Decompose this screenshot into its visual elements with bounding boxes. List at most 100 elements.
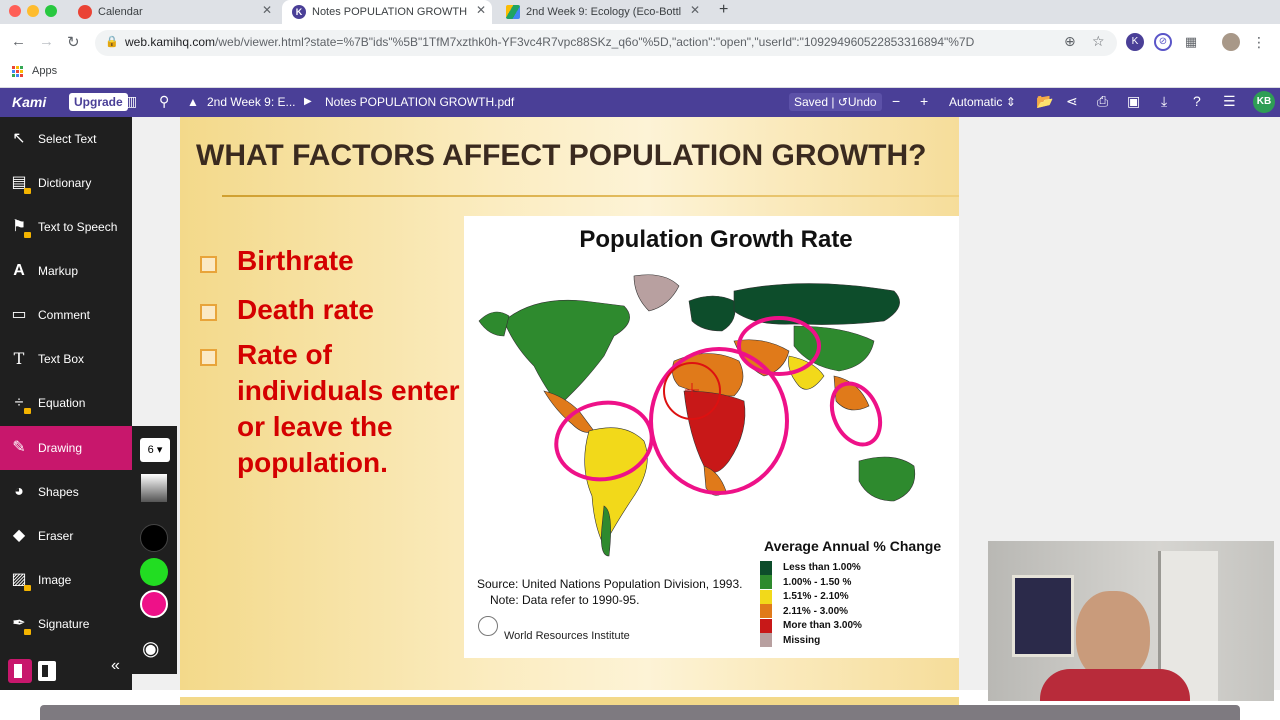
legend-swatch (760, 619, 772, 633)
tab-close-icon[interactable]: ✕ (261, 3, 272, 17)
legend-swatch (760, 561, 772, 575)
image-icon: ▨ (11, 571, 27, 588)
sidebar-item-label: Text Box (38, 352, 85, 366)
drawing-options-panel: 6 ▾ ◉ (132, 426, 177, 674)
legend-label: Missing (783, 635, 821, 646)
calendar-favicon-icon (78, 5, 92, 19)
breadcrumb-folder[interactable]: 2nd Week 9: E... (207, 95, 296, 109)
color-swatch-black[interactable] (140, 524, 168, 552)
zoom-out-icon[interactable]: − (892, 93, 901, 109)
share-icon[interactable]: ⋖ (1066, 93, 1078, 109)
kami-favicon-icon: K (292, 5, 306, 19)
add-bookmark-plus-icon[interactable]: ⊕ (1064, 33, 1076, 49)
apps-grid-icon[interactable] (12, 66, 24, 78)
forward-arrow-icon[interactable]: → (39, 33, 54, 50)
browser-tab-notes[interactable]: K Notes POPULATION GROWTH.p ✕ (282, 0, 492, 24)
bullet-migration-line-3: or leave the (237, 411, 393, 442)
window-minimize-button[interactable] (27, 5, 39, 17)
comment-icon: ▭ (11, 306, 27, 323)
browser-tab-ecology[interactable]: 2nd Week 9: Ecology (Eco-Bottl ✕ (496, 0, 706, 24)
search-icon[interactable]: ⚲ (159, 93, 170, 109)
view-mode-left-icon[interactable] (8, 659, 32, 683)
europe-region (688, 295, 736, 332)
sidebar-item-label: Drawing (38, 441, 83, 455)
sidebar-item-markup[interactable]: A Markup (0, 249, 132, 293)
bookmarks-bar (0, 62, 1280, 88)
reload-icon[interactable]: ↻ (67, 34, 80, 51)
annotation-circle-southeast-asia (829, 381, 883, 447)
new-tab-plus-icon[interactable]: + (719, 1, 729, 18)
menu-icon[interactable]: ☰ (1223, 93, 1236, 109)
browser-tab-calendar[interactable]: Calendar ✕ (68, 0, 278, 24)
textbox-icon: T (13, 349, 25, 368)
extensions-grid-icon[interactable]: ▦ (1184, 34, 1198, 49)
sidebar-item-dictionary[interactable]: ▤ Dictionary (0, 161, 132, 205)
greenland-region (633, 274, 680, 312)
lock-icon (24, 408, 31, 414)
help-icon[interactable]: ? (1193, 93, 1201, 109)
sidebar-item-image[interactable]: ▨ Image (0, 558, 132, 602)
bullet-box-icon (200, 349, 217, 366)
legend-label: Less than 1.00% (783, 562, 861, 573)
russia-region (733, 283, 900, 325)
sidebar-toggle-icon[interactable]: ▥ (124, 93, 138, 109)
palette-icon[interactable]: ◉ (142, 638, 160, 660)
sidebar-item-drawing[interactable]: ✎ Drawing (0, 426, 132, 470)
tab-close-icon[interactable]: ✕ (689, 3, 700, 17)
opacity-gradient-icon[interactable] (141, 474, 167, 502)
zoom-in-icon[interactable]: + (920, 93, 929, 109)
print-icon[interactable]: ⎙ (1097, 93, 1109, 109)
sidebar-item-text-box[interactable]: T Text Box (0, 337, 132, 381)
signature-icon: ✒ (12, 615, 26, 632)
collapse-sidebar-icon[interactable]: « (111, 657, 120, 674)
url-input[interactable]: 🔒 web.kamihq.com/web/viewer.html?state=%… (95, 30, 1117, 56)
sidebar-item-label: Shapes (38, 485, 79, 499)
equation-icon: ÷ (14, 394, 24, 411)
color-swatch-pink[interactable] (140, 590, 168, 618)
chrome-menu-icon[interactable]: ⋮ (1252, 34, 1266, 50)
legend-swatch (760, 633, 772, 647)
kami-extension-icon[interactable]: K (1126, 33, 1144, 51)
save-icon[interactable]: ▣ (1127, 93, 1141, 109)
legend-label: 1.51% - 2.10% (783, 591, 849, 602)
sidebar-item-signature[interactable]: ✒ Signature (0, 602, 132, 646)
sidebar-item-text-to-speech[interactable]: ⚑ Text to Speech (0, 205, 132, 249)
kami-logo: Kami (12, 94, 47, 110)
url-text: web.kamihq.com/web/viewer.html?state=%7B… (125, 35, 975, 49)
webcam-person-shirt (1040, 669, 1190, 701)
webcam-person (1076, 591, 1150, 681)
sidebar-item-shapes[interactable]: ◕ Shapes (0, 470, 132, 514)
tab-title: Calendar (98, 6, 143, 18)
window-zoom-button[interactable] (45, 5, 57, 17)
window-close-button[interactable] (9, 5, 21, 17)
legend-label: More than 3.00% (783, 620, 862, 631)
tab-title: Notes POPULATION GROWTH.p (312, 6, 467, 18)
sidebar-item-label: Signature (38, 617, 90, 631)
user-avatar[interactable]: KB (1253, 91, 1275, 113)
sidebar-item-equation[interactable]: ÷ Equation (0, 381, 132, 425)
sidebar-item-eraser[interactable]: ◆ Eraser (0, 514, 132, 558)
upgrade-button[interactable]: Upgrade (69, 93, 128, 111)
sidebar-item-select-text[interactable]: ↖ Select Text (0, 117, 132, 161)
star-icon[interactable]: ☆ (1092, 33, 1105, 49)
population-growth-map-figure: Population Growth Rate (464, 216, 959, 658)
bullet-box-icon (200, 256, 217, 273)
eraser-icon: ◆ (12, 527, 26, 544)
crosshair-cursor-icon (685, 383, 699, 397)
sidebar-item-comment[interactable]: ▭ Comment (0, 293, 132, 337)
block-extension-icon[interactable]: ⊘ (1154, 33, 1172, 51)
tab-close-icon[interactable]: ✕ (475, 3, 486, 17)
markup-icon: A (13, 262, 25, 279)
color-swatch-green[interactable] (140, 558, 168, 586)
zoom-select[interactable]: Automatic ⇕ (949, 95, 1016, 109)
apps-bookmark-link[interactable]: Apps (32, 65, 58, 77)
stroke-size-select[interactable]: 6 ▾ (140, 438, 170, 462)
saved-undo-button[interactable]: Saved | ↺Undo (789, 93, 882, 111)
africa-central-region (683, 390, 746, 473)
book-icon: ▤ (11, 174, 27, 191)
download-icon[interactable]: ⤓ (1161, 93, 1168, 109)
back-arrow-icon[interactable]: ← (11, 33, 26, 50)
folder-open-icon[interactable]: 📂 (1036, 93, 1054, 109)
view-mode-right-icon[interactable] (38, 661, 56, 681)
profile-avatar[interactable] (1222, 33, 1240, 51)
